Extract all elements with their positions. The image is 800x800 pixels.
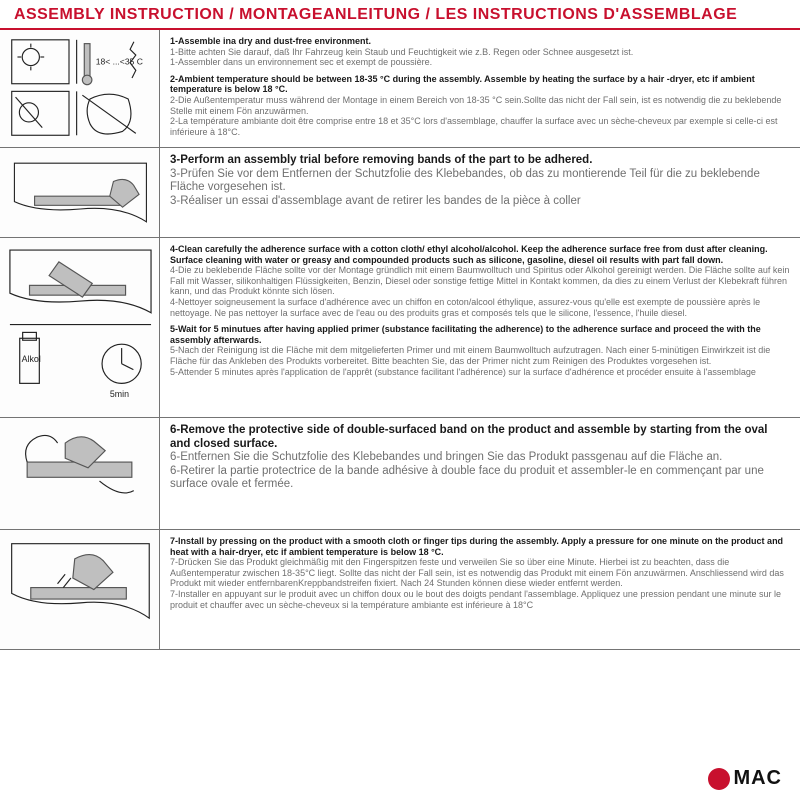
step-line: 5-Attender 5 minutes après l'application… xyxy=(170,367,790,378)
step-line: 5-Nach der Reinigung ist die Fläche mit … xyxy=(170,345,790,366)
step-text: 3-Perform an assembly trial before remov… xyxy=(160,148,800,237)
step-bold: 5-Wait for 5 minutues after having appli… xyxy=(170,324,790,345)
svg-text:Alkol: Alkol xyxy=(22,354,41,364)
step-illustration xyxy=(0,530,160,649)
instruction-row: Alkol 5min 4-Clean carefully the adheren… xyxy=(0,238,800,418)
step-line: 1-Bitte achten Sie darauf, daß Ihr Fahrz… xyxy=(170,47,790,58)
step-bold: 7-Install by pressing on the product wit… xyxy=(170,536,790,557)
brand-logo-text: MAC xyxy=(733,767,782,790)
step-line: 4-Nettoyer soigneusement la surface d'ad… xyxy=(170,297,790,318)
step-line: 6-Entfernen Sie die Schutzfolie des Kleb… xyxy=(170,451,790,465)
step-line: 3-Prüfen Sie vor dem Entfernen der Schut… xyxy=(170,168,790,195)
step-illustration: Alkol 5min xyxy=(0,238,160,417)
page-title: ASSEMBLY INSTRUCTION / MONTAGEANLEITUNG … xyxy=(0,0,800,30)
step-text: 1-Assemble ina dry and dust-free environ… xyxy=(160,30,800,147)
svg-text:5min: 5min xyxy=(110,389,129,399)
step-bold: 2-Ambient temperature should be between … xyxy=(170,74,790,95)
instruction-row: 18< ...<35 C 1-Assemble ina dry and dust… xyxy=(0,30,800,148)
instruction-row: 3-Perform an assembly trial before remov… xyxy=(0,148,800,238)
step-bold: 3-Perform an assembly trial before remov… xyxy=(170,154,790,168)
step-line: 2-Die Außentemperatur muss während der M… xyxy=(170,95,790,116)
step-text: 6-Remove the protective side of double-s… xyxy=(160,418,800,529)
instruction-row: 6-Remove the protective side of double-s… xyxy=(0,418,800,530)
brand-logo: MAC xyxy=(708,767,782,790)
step-illustration xyxy=(0,148,160,237)
step-text: 7-Install by pressing on the product wit… xyxy=(160,530,800,649)
step-illustration: 18< ...<35 C xyxy=(0,30,160,147)
brand-logo-circle xyxy=(708,768,730,790)
step-bold: 6-Remove the protective side of double-s… xyxy=(170,424,790,451)
step-line: 1-Assembler dans un environnement sec et… xyxy=(170,57,790,68)
svg-text:18< ...<35 C: 18< ...<35 C xyxy=(96,57,143,67)
instruction-table: 18< ...<35 C 1-Assemble ina dry and dust… xyxy=(0,30,800,650)
step-bold: 1-Assemble ina dry and dust-free environ… xyxy=(170,36,790,47)
step-bold: 4-Clean carefully the adherence surface … xyxy=(170,244,790,265)
instruction-row: 7-Install by pressing on the product wit… xyxy=(0,530,800,650)
step-line: 6-Retirer la partie protectrice de la ba… xyxy=(170,465,790,492)
step-line: 3-Réaliser un essai d'assemblage avant d… xyxy=(170,195,790,209)
step-text: 4-Clean carefully the adherence surface … xyxy=(160,238,800,417)
step-line: 2-La température ambiante doit être comp… xyxy=(170,116,790,137)
step-line: 7-Drücken Sie das Produkt gleichmäßig mi… xyxy=(170,557,790,589)
step-illustration xyxy=(0,418,160,529)
step-line: 7-Installer en appuyant sur le produit a… xyxy=(170,589,790,610)
step-line: 4-Die zu beklebende Fläche sollte vor de… xyxy=(170,265,790,297)
